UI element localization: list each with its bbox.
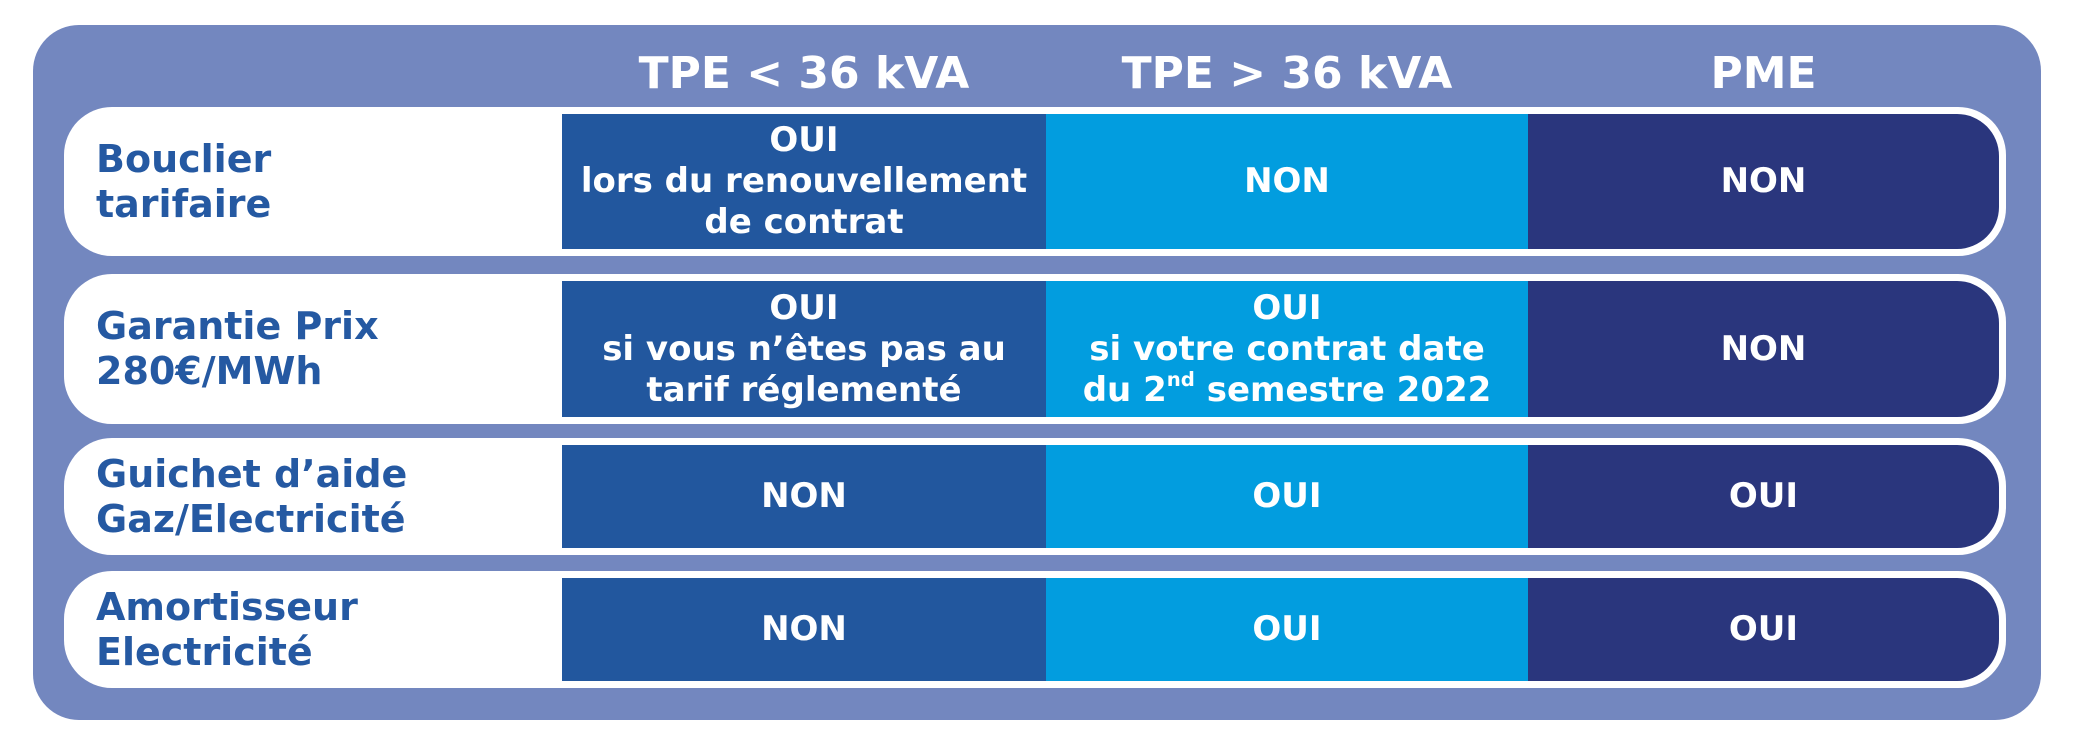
column-header-pme: PME [1710,47,1817,99]
cell-line: tarif réglementé [646,369,962,410]
row-cells: OUI lors du renouvellement de contrat NO… [562,114,1999,249]
cell-text: du 2 [1082,369,1167,410]
cell-line: OUI [1728,609,1799,649]
cell-tpe-over-36kva: OUI si votre contrat date du 2nd semestr… [1046,281,1528,417]
cell-line: OUI [1728,476,1799,516]
cell-text: semestre 2022 [1194,369,1492,410]
table-row-amortisseur: Amortisseur Electricité NON OUI OUI [64,571,2006,688]
row-label: Amortisseur Electricité [96,571,576,688]
row-label: Garantie Prix 280€/MWh [96,274,576,424]
superscript: nd [1166,367,1195,391]
row-label-line: Amortisseur [96,584,358,629]
row-label-line: 280€/MWh [96,349,323,393]
table-row-garantie-prix: Garantie Prix 280€/MWh OUI si vous n’ête… [64,274,2006,424]
cell-line: lors du renouvellement [580,161,1028,201]
cell-pme: NON [1528,114,1999,249]
row-label-line: Gaz/Electricité [96,496,406,541]
column-header-tpe-under-36kva: TPE < 36 kVA [638,47,970,99]
cell-line: NON [1720,161,1807,201]
cell-line: NON [1720,328,1807,369]
row-cells: NON OUI OUI [562,445,1999,548]
row-label-line: Bouclier [96,136,272,181]
cell-pme: OUI [1528,578,1999,681]
cell-tpe-over-36kva: NON [1046,114,1528,249]
row-label-line: Guichet d’aide [96,451,408,496]
cell-line: NON [1244,161,1330,201]
cell-tpe-under-36kva: NON [562,578,1046,681]
cell-pme: OUI [1528,445,1999,548]
cell-tpe-over-36kva: OUI [1046,445,1528,548]
row-label-line: tarifaire [96,181,272,226]
cell-line: OUI [769,287,839,328]
cell-tpe-under-36kva: OUI si vous n’êtes pas au tarif réglemen… [562,281,1046,417]
row-label-line: Garantie Prix [96,304,379,348]
cell-line-with-superscript: du 2nd semestre 2022 [1082,367,1492,411]
cell-line: OUI [1252,287,1322,328]
cell-line: NON [761,609,847,649]
cell-line: NON [761,476,847,516]
column-header-tpe-over-36kva: TPE > 36 kVA [1121,47,1453,99]
cell-line: si vous n’êtes pas au [602,328,1006,369]
cell-line: OUI [769,120,839,160]
row-cells: NON OUI OUI [562,578,1999,681]
cell-line: de contrat [704,202,904,242]
row-label: Guichet d’aide Gaz/Electricité [96,438,576,555]
cell-pme: NON [1528,281,1999,417]
row-label-line: Electricité [96,629,313,674]
table-row-guichet-aide: Guichet d’aide Gaz/Electricité NON OUI O… [64,438,2006,555]
row-label: Bouclier tarifaire [96,107,576,256]
cell-tpe-under-36kva: NON [562,445,1046,548]
cell-line: si votre contrat date [1089,328,1485,369]
cell-line: OUI [1252,609,1322,649]
cell-tpe-over-36kva: OUI [1046,578,1528,681]
cell-line: OUI [1252,476,1322,516]
table-row-bouclier-tarifaire: Bouclier tarifaire OUI lors du renouvell… [64,107,2006,256]
row-cells: OUI si vous n’êtes pas au tarif réglemen… [562,281,1999,417]
cell-tpe-under-36kva: OUI lors du renouvellement de contrat [562,114,1046,249]
